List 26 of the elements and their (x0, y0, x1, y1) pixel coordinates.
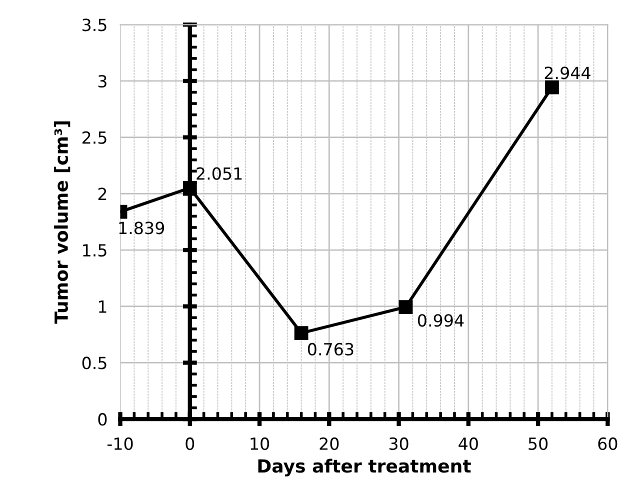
y-tick-label: 1 (98, 300, 106, 313)
y-tick-label: 3.5 (82, 18, 106, 32)
x-tick-label: 20 (320, 437, 339, 450)
data-label: 0.994 (418, 314, 464, 327)
y-axis-title: Tumor volume [cm³] (54, 121, 70, 324)
y-tick-label: 0 (98, 413, 107, 426)
point (545, 80, 559, 94)
data-label: 2.944 (544, 66, 590, 80)
x-tick-label: 40 (458, 437, 478, 450)
data-label: 1.839 (119, 222, 164, 234)
data-label: 2.051 (196, 167, 242, 180)
y-tick-label: 2.5 (82, 131, 106, 144)
point (294, 326, 308, 340)
x-tick-label: -10 (107, 437, 133, 450)
point (398, 300, 413, 314)
y-tick-label: 2 (98, 188, 106, 200)
x-axis-title: Days after treatment (258, 458, 471, 476)
y-tick-label: 3 (98, 74, 106, 88)
y-tick-label: 0.5 (82, 356, 106, 370)
x-tick-label: 50 (528, 437, 548, 450)
x-tick-label: 60 (598, 437, 618, 450)
data-label: 0.763 (308, 342, 354, 356)
x-tick-label: 0 (186, 437, 194, 450)
x-tick-label: 30 (389, 437, 408, 450)
x-tick-label: 10 (250, 437, 270, 450)
y-tick-label: 1.5 (83, 244, 106, 257)
